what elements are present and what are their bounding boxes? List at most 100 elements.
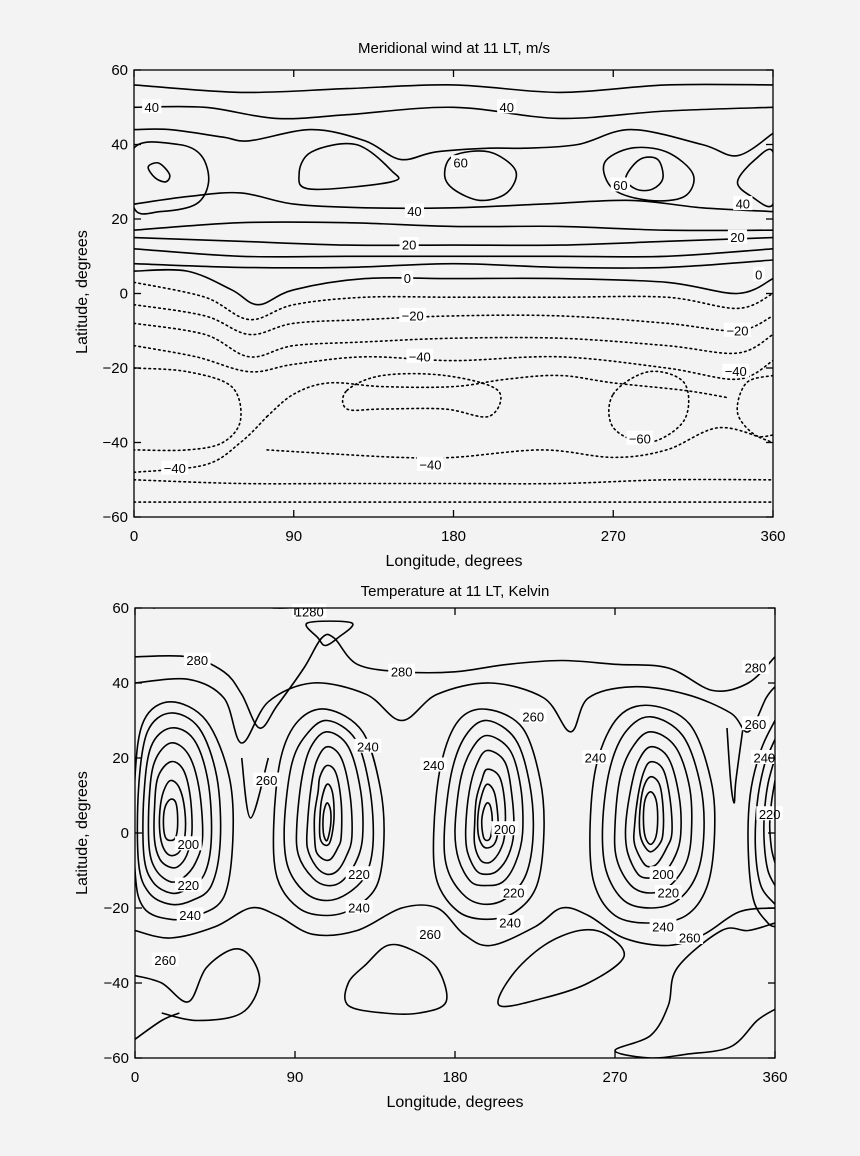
y-tick-label: −40	[103, 435, 128, 452]
contour-line-3	[134, 141, 210, 215]
contour-label-bg	[676, 930, 704, 944]
contour-label-1: 40	[500, 100, 514, 115]
y-tick-label: 40	[112, 675, 129, 692]
contour-label-bg	[742, 660, 769, 674]
contour-line-32	[638, 775, 665, 853]
contour-line-3	[135, 677, 775, 744]
contour-label-bg	[491, 821, 519, 836]
contour-label-bg	[724, 322, 751, 337]
contour-line-40	[135, 1012, 180, 1040]
contour-line-27	[134, 478, 773, 485]
contour-line-8	[624, 156, 664, 192]
contour-label-2: 60	[453, 156, 467, 171]
contour-label-bg	[151, 952, 179, 967]
contour-line-23	[464, 749, 515, 876]
contour-line-15	[134, 268, 773, 306]
contour-label-14: 200	[652, 867, 674, 882]
contour-label-8: 240	[585, 751, 607, 766]
contour-line-13	[134, 248, 773, 258]
contour-label-bg	[496, 915, 524, 929]
contour-line-7	[136, 712, 222, 906]
contour-line-38	[135, 904, 775, 947]
contour-label-4: 260	[522, 709, 544, 724]
contour-label-6: 240	[357, 739, 379, 754]
y-tick-label: −20	[104, 900, 129, 917]
contour-label-17: 220	[503, 886, 525, 901]
contour-label-5: 260	[745, 717, 767, 732]
contour-label-bg	[722, 363, 750, 378]
contour-label-3: 60	[613, 178, 627, 193]
contour-line-26	[266, 426, 773, 459]
x-tick-label: 360	[762, 1069, 787, 1086]
contour-line-33	[642, 791, 659, 846]
contour-label-bg	[345, 900, 373, 914]
contour-label-bg	[727, 229, 748, 244]
contour-label-bg	[654, 885, 682, 899]
contour-line-16	[134, 281, 773, 321]
contour-line-22	[266, 374, 730, 418]
x-tick-label: 90	[287, 1069, 304, 1086]
contour-lines	[134, 83, 773, 503]
chart-title: Meridional wind at 11 LT, m/s	[358, 40, 550, 57]
contour-label-bg	[142, 99, 162, 114]
contour-label-21: 240	[499, 916, 521, 931]
contour-label-bg	[354, 738, 382, 753]
contour-label-bg	[253, 772, 280, 787]
contour-line-37	[768, 780, 775, 864]
x-tick-label: 180	[441, 528, 466, 545]
panel-meridional-wind: Meridional wind at 11 LT, m/s Longitude,…	[74, 40, 786, 570]
contour-label-16: −40	[419, 457, 441, 472]
panel-temperature: Temperature at 11 LT, Kelvin Longitude, …	[74, 583, 788, 1111]
contour-label-bg	[417, 456, 444, 471]
y-tick-label: 0	[121, 825, 129, 842]
contour-line-5	[298, 142, 400, 191]
contour-line-21	[443, 719, 535, 906]
contour-label-13: −40	[725, 364, 747, 379]
contour-label-2: 280	[391, 664, 413, 679]
contour-line-20	[432, 708, 545, 921]
contour-line-1	[305, 620, 354, 647]
y-tick-label: −40	[104, 975, 129, 992]
contour-line-42	[497, 928, 626, 1008]
contour-line-2	[134, 128, 773, 161]
contour-line-19	[322, 802, 332, 842]
x-tick-label: 0	[130, 528, 138, 545]
y-tick-label: 60	[112, 600, 129, 617]
x-tick-label: 270	[601, 528, 626, 545]
contour-label-bg	[406, 348, 434, 363]
contour-label-9: 0	[755, 267, 762, 282]
x-tick-label: 360	[760, 528, 785, 545]
contour-line-1	[134, 105, 773, 120]
x-tick-label: 90	[285, 528, 302, 545]
contour-label-bg	[497, 99, 517, 114]
contour-label-bg	[756, 806, 784, 821]
contour-line-19	[134, 344, 773, 381]
contour-label-12: −40	[409, 349, 431, 364]
contour-line-28	[601, 715, 705, 909]
plot-frame	[133, 69, 774, 518]
contour-label-12: 200	[177, 837, 199, 852]
contour-label-16: 220	[348, 867, 370, 882]
contour-label-8: 0	[404, 271, 411, 286]
contour-label-bg	[626, 430, 654, 445]
axes: 0 90 180 270 360 −60 −40 −20 0 20 40 60	[103, 62, 786, 545]
contour-label-11: −20	[726, 323, 748, 338]
contour-line-17	[313, 764, 343, 862]
contour-line-21	[736, 374, 773, 438]
contour-label-bg	[161, 460, 189, 475]
contour-label-bg	[519, 708, 547, 723]
contour-label-bg	[420, 757, 448, 772]
contour-line-16	[305, 745, 353, 876]
contour-line-4	[726, 727, 744, 804]
axes: 0 90 180 270 360 −60 −40 −20 0 20 40 60	[104, 600, 788, 1086]
contour-label-bg	[292, 603, 327, 618]
contour-label-bg	[582, 750, 609, 764]
contour-line-13	[272, 708, 385, 917]
contour-label-bg	[500, 885, 528, 899]
contour-label-1: 280	[186, 653, 208, 668]
chart-title: Temperature at 11 LT, Kelvin	[361, 583, 550, 600]
contour-line-11	[158, 779, 187, 857]
